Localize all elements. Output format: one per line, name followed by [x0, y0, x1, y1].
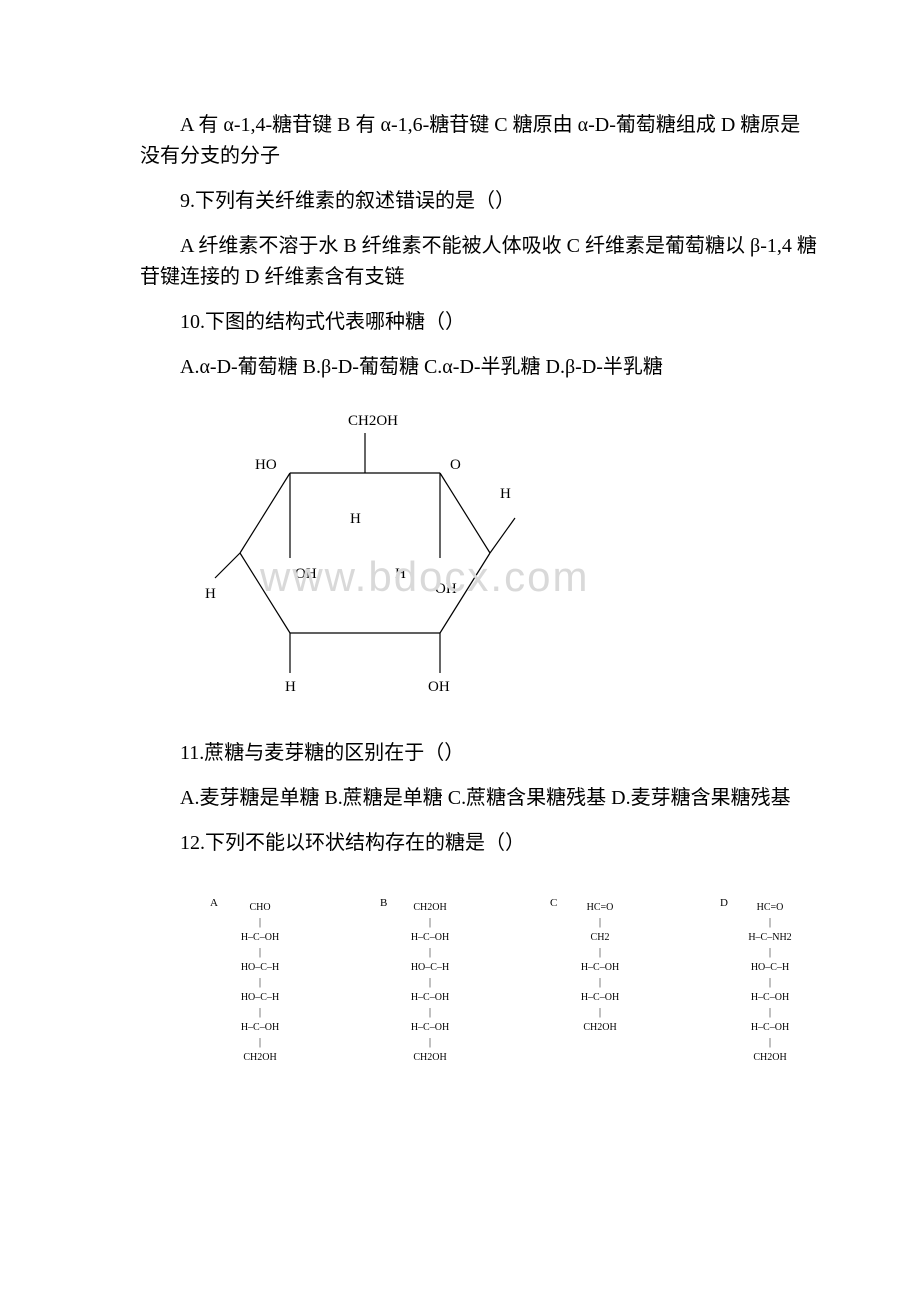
q12-d-l8: H–C–OH — [751, 1020, 789, 1035]
q12-col-d: D HC=O | H–C–NH2 | HO–C–H | H–C–OH | H–C… — [720, 895, 820, 1065]
paragraph-q9-opts: A 纤维素不溶于水 B 纤维素不能被人体吸收 C 纤维素是葡萄糖以 β-1,4 … — [140, 231, 820, 293]
page: A 有 α-1,4-糖苷键 B 有 α-1,6-糖苷键 C 糖原由 α-D-葡萄… — [0, 0, 920, 1127]
q12-d-l7: | — [769, 1005, 771, 1020]
q12-c-l7: | — [599, 1005, 601, 1020]
paragraph-q11-opts: A.麦芽糖是单糖 B.蔗糖是单糖 C.蔗糖含果糖残基 D.麦芽糖含果糖残基 — [140, 783, 820, 814]
label-ch2oh: CH2OH — [348, 413, 398, 429]
q12-b-l7: | — [429, 1005, 431, 1020]
q12-c-l5: | — [599, 975, 601, 990]
label-oh-inner-right: OH — [435, 581, 457, 597]
q12-d-l1: | — [769, 915, 771, 930]
q12-c-l2: CH2 — [591, 930, 610, 945]
q12-d-l9: | — [769, 1035, 771, 1050]
label-h-bottom-left: H — [285, 679, 296, 695]
q12-b-l0: CH2OH — [413, 900, 446, 915]
q12-a-l7: | — [259, 1005, 261, 1020]
label-ho: HO — [255, 457, 277, 473]
q12-c-l1: | — [599, 915, 601, 930]
q12-col-a: A CHO | H–C–OH | HO–C–H | HO–C–H | H–C–O… — [210, 895, 310, 1065]
paragraph-q10-opts: A.α-D-葡萄糖 B.β-D-葡萄糖 C.α-D-半乳糖 D.β-D-半乳糖 — [140, 352, 820, 383]
q12-b-l1: | — [429, 915, 431, 930]
q12-structures-figure: A CHO | H–C–OH | HO–C–H | HO–C–H | H–C–O… — [210, 873, 820, 1087]
q12-a-l1: | — [259, 915, 261, 930]
q12-b-l8: H–C–OH — [411, 1020, 449, 1035]
q12-label-c: C — [550, 895, 557, 912]
q12-c-l4: H–C–OH — [581, 960, 619, 975]
q12-b-l5: | — [429, 975, 431, 990]
q12-b-l6: H–C–OH — [411, 990, 449, 1005]
q12-c-l8: CH2OH — [583, 1020, 616, 1035]
q12-col-c: C HC=O | CH2 | H–C–OH | H–C–OH | CH2OH — [550, 895, 650, 1065]
q12-d-l5: | — [769, 975, 771, 990]
label-h-left: H — [205, 586, 216, 602]
paragraph-q12: 12.下列不能以环状结构存在的糖是（） — [140, 828, 820, 859]
hexose-svg: CH2OH HO O H H OH H OH H H OH — [200, 403, 540, 713]
q12-b-l9: | — [429, 1035, 431, 1050]
q12-c-l0: HC=O — [587, 900, 614, 915]
q12-a-l8: H–C–OH — [241, 1020, 279, 1035]
q12-a-l6: HO–C–H — [241, 990, 279, 1005]
q12-col-b: B CH2OH | H–C–OH | HO–C–H | H–C–OH | H–C… — [380, 895, 480, 1065]
q12-a-l10: CH2OH — [243, 1050, 276, 1065]
q12-label-d: D — [720, 895, 728, 912]
q12-c-l6: H–C–OH — [581, 990, 619, 1005]
label-oh-inner-left: OH — [295, 566, 317, 582]
q12-d-l6: H–C–OH — [751, 990, 789, 1005]
q12-b-l10: CH2OH — [413, 1050, 446, 1065]
paragraph-q10: 10.下图的结构式代表哪种糖（） — [140, 307, 820, 338]
paragraph-q9: 9.下列有关纤维素的叙述错误的是（） — [140, 186, 820, 217]
q12-b-l2: H–C–OH — [411, 930, 449, 945]
q12-d-l10: CH2OH — [753, 1050, 786, 1065]
q12-b-l4: HO–C–H — [411, 960, 449, 975]
paragraph-q8-opts: A 有 α-1,4-糖苷键 B 有 α-1,6-糖苷键 C 糖原由 α-D-葡萄… — [140, 110, 820, 172]
label-h-inner-top: H — [350, 511, 361, 527]
label-h-upper-right: H — [500, 486, 511, 502]
q12-c-l3: | — [599, 945, 601, 960]
q12-a-l2: H–C–OH — [241, 930, 279, 945]
q12-label-b: B — [380, 895, 387, 912]
hexose-structure-figure: CH2OH HO O H H OH H OH H H OH www.bdocx.… — [200, 403, 820, 718]
q12-d-l0: HC=O — [757, 900, 784, 915]
q12-d-l4: HO–C–H — [751, 960, 789, 975]
q12-a-l4: HO–C–H — [241, 960, 279, 975]
label-o: O — [450, 457, 461, 473]
q12-b-l3: | — [429, 945, 431, 960]
q12-a-l9: | — [259, 1035, 261, 1050]
q12-a-l0: CHO — [249, 900, 270, 915]
q12-a-l5: | — [259, 975, 261, 990]
paragraph-q11: 11.蔗糖与麦芽糖的区别在于（） — [140, 738, 820, 769]
q12-a-l3: | — [259, 945, 261, 960]
q12-label-a: A — [210, 895, 218, 912]
q12-d-l3: | — [769, 945, 771, 960]
q12-d-l2: H–C–NH2 — [748, 930, 791, 945]
label-h-inner-mid: H — [395, 566, 406, 582]
label-oh-bottom-right: OH — [428, 679, 450, 695]
